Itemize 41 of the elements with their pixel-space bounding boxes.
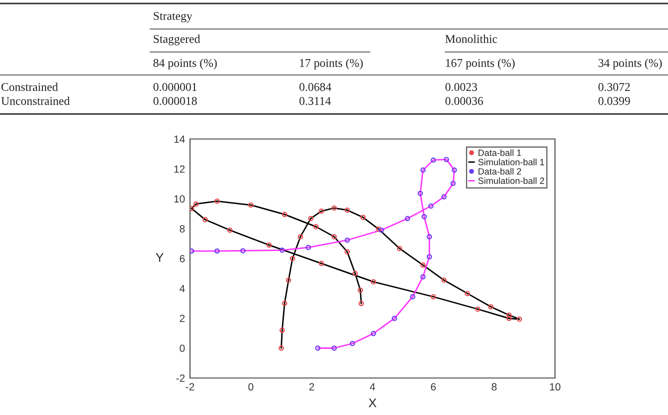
x-axis-title: X [368, 398, 376, 408]
text: 34 points (%) [598, 58, 662, 70]
x-tick-label: 0 [248, 383, 254, 391]
y-tick-label: -2 [176, 374, 185, 382]
legend-label: Simulation-ball 1 [478, 158, 544, 166]
text: Unconstrained [1, 96, 70, 105]
y-tick-label: 6 [180, 255, 185, 262]
y-tick-label: 14 [174, 136, 185, 143]
legend-label: Simulation-ball 2 [478, 177, 544, 184]
legend-label: Data-ball 1 [478, 149, 522, 156]
text: 0.3072 [598, 82, 630, 92]
y-tick-label: 2 [180, 314, 185, 322]
text: 0.00036 [445, 96, 484, 106]
text: 17 points (%) [300, 58, 363, 70]
text: 0.0684 [299, 82, 332, 92]
text: 0.000001 [153, 82, 197, 92]
y-tick-label: 12 [174, 165, 185, 173]
text: Monolithic [445, 34, 498, 43]
y-axis-title: Y [156, 253, 164, 262]
x-tick-label: 4 [370, 383, 376, 390]
text: 167 points (%) [446, 58, 515, 70]
text: Strategy [154, 12, 192, 22]
text: 0.0023 [445, 82, 478, 92]
text: 0.000018 [153, 96, 197, 106]
text: Constrained [1, 82, 58, 91]
line-series [190, 200, 520, 349]
y-tick-label: 8 [180, 225, 185, 232]
text: 0.0399 [598, 96, 630, 106]
y-tick-label: 4 [180, 284, 185, 292]
text: 0.3114 [299, 96, 331, 106]
text: 84 points (%) [153, 58, 217, 70]
y-tick-label: 0 [180, 344, 185, 352]
line-series [190, 158, 456, 349]
legend-label: Data-ball 2 [478, 168, 522, 175]
text: Staggered [154, 34, 200, 46]
x-tick-label: 10 [550, 383, 560, 391]
x-tick-label: 2 [309, 383, 314, 390]
x-tick-label: -2 [186, 383, 194, 390]
x-tick-label: 8 [492, 383, 497, 391]
x-tick-label: 6 [430, 383, 436, 391]
y-tick-label: 10 [174, 195, 185, 203]
